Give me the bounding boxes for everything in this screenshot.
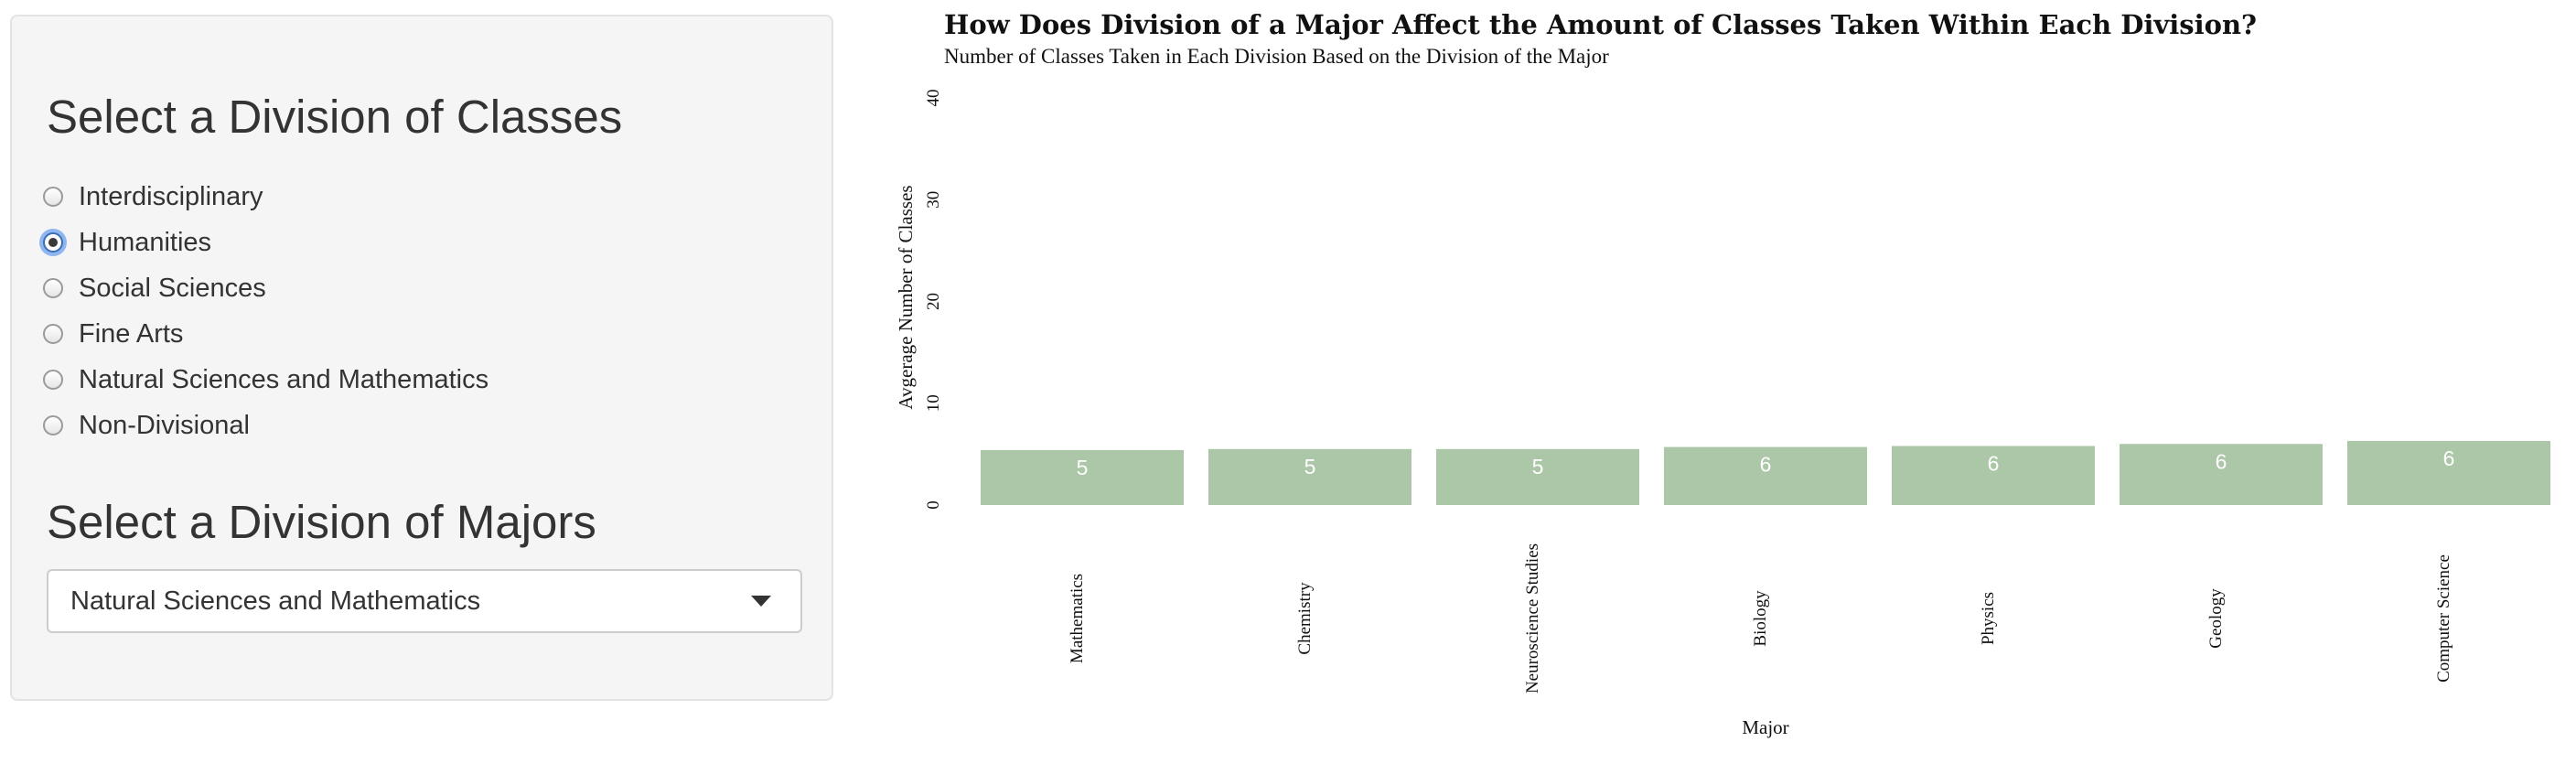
chart-subtitle: Number of Classes Taken in Each Division… (944, 45, 1609, 68)
bar (1436, 448, 1639, 505)
x-axis-label: Major (1742, 716, 1788, 738)
bar-value-label: 5 (1532, 455, 1544, 478)
radio-button-icon[interactable] (43, 187, 63, 207)
major-division-title: Select a Division of Majors (47, 496, 596, 548)
bar-value-label: 6 (2443, 446, 2455, 470)
radio-option-label: Humanities (79, 227, 212, 257)
class-division-title: Select a Division of Classes (47, 91, 623, 143)
chevron-down-icon[interactable] (751, 596, 771, 607)
radio-option-label: Non-Divisional (79, 410, 250, 440)
y-axis-label: Avgerage Number of Classes (895, 185, 917, 409)
x-tick-label: Chemistry (1295, 582, 1315, 655)
radio-option-non-divisional[interactable]: Non-Divisional (43, 407, 250, 444)
bar-value-label: 5 (1077, 456, 1089, 479)
bar-value-label: 6 (1760, 453, 1772, 477)
radio-button-icon[interactable] (43, 324, 63, 344)
bar (2120, 444, 2323, 505)
radio-option-natural-sciences[interactable]: Natural Sciences and Mathematics (43, 361, 488, 398)
radio-option-interdisciplinary[interactable]: Interdisciplinary (43, 178, 263, 215)
radio-option-fine-arts[interactable]: Fine Arts (43, 316, 183, 352)
x-tick-label: Mathematics (1068, 574, 1087, 663)
radio-option-social-sciences[interactable]: Social Sciences (43, 270, 266, 306)
bar (981, 449, 1184, 505)
radio-option-label: Fine Arts (79, 318, 184, 349)
x-tick-label: Neuroscience Studies (1523, 543, 1542, 693)
radio-option-label: Natural Sciences and Mathematics (79, 364, 489, 394)
bar (1892, 446, 2095, 505)
y-tick-label: 0 (924, 500, 943, 510)
radio-button-icon[interactable] (43, 370, 63, 390)
x-tick-label: Physics (1979, 592, 1998, 645)
y-tick-label: 20 (924, 293, 943, 310)
bar (2347, 440, 2550, 505)
x-axis-ticks: Mathematics Chemistry Neuroscience Studies… (1068, 543, 2453, 693)
y-axis-ticks: 0 10 20 30 40 (924, 90, 943, 510)
radio-option-humanities[interactable]: Humanities (43, 224, 211, 261)
select-value: Natural Sciences and Mathematics (70, 586, 481, 616)
y-tick-label: 30 (924, 191, 943, 209)
bar-value-label: 6 (2216, 449, 2227, 473)
radio-button-selected-icon[interactable] (43, 232, 63, 253)
y-tick-label: 40 (924, 90, 943, 107)
x-tick-label: Biology (1751, 590, 1770, 647)
radio-option-label: Interdisciplinary (79, 181, 263, 211)
sidebar-panel: Select a Division of Classes Interdiscip… (10, 15, 833, 701)
chart-title: How Does Division of a Major Affect the … (944, 9, 2258, 40)
bar-value-label: 6 (1988, 451, 2000, 475)
bar (1664, 446, 1867, 505)
radio-button-icon[interactable] (43, 415, 63, 435)
x-tick-label: Geology (2206, 588, 2226, 649)
bar-value-label: 5 (1304, 455, 1316, 478)
radio-option-label: Social Sciences (79, 273, 266, 303)
bar (1208, 448, 1411, 505)
major-division-select[interactable]: Natural Sciences and Mathematics (47, 569, 802, 633)
bars: 5 5 5 6 6 6 6 (981, 440, 2550, 505)
y-tick-label: 10 (924, 394, 943, 412)
x-tick-label: Computer Science (2434, 554, 2453, 683)
radio-button-icon[interactable] (43, 278, 63, 298)
